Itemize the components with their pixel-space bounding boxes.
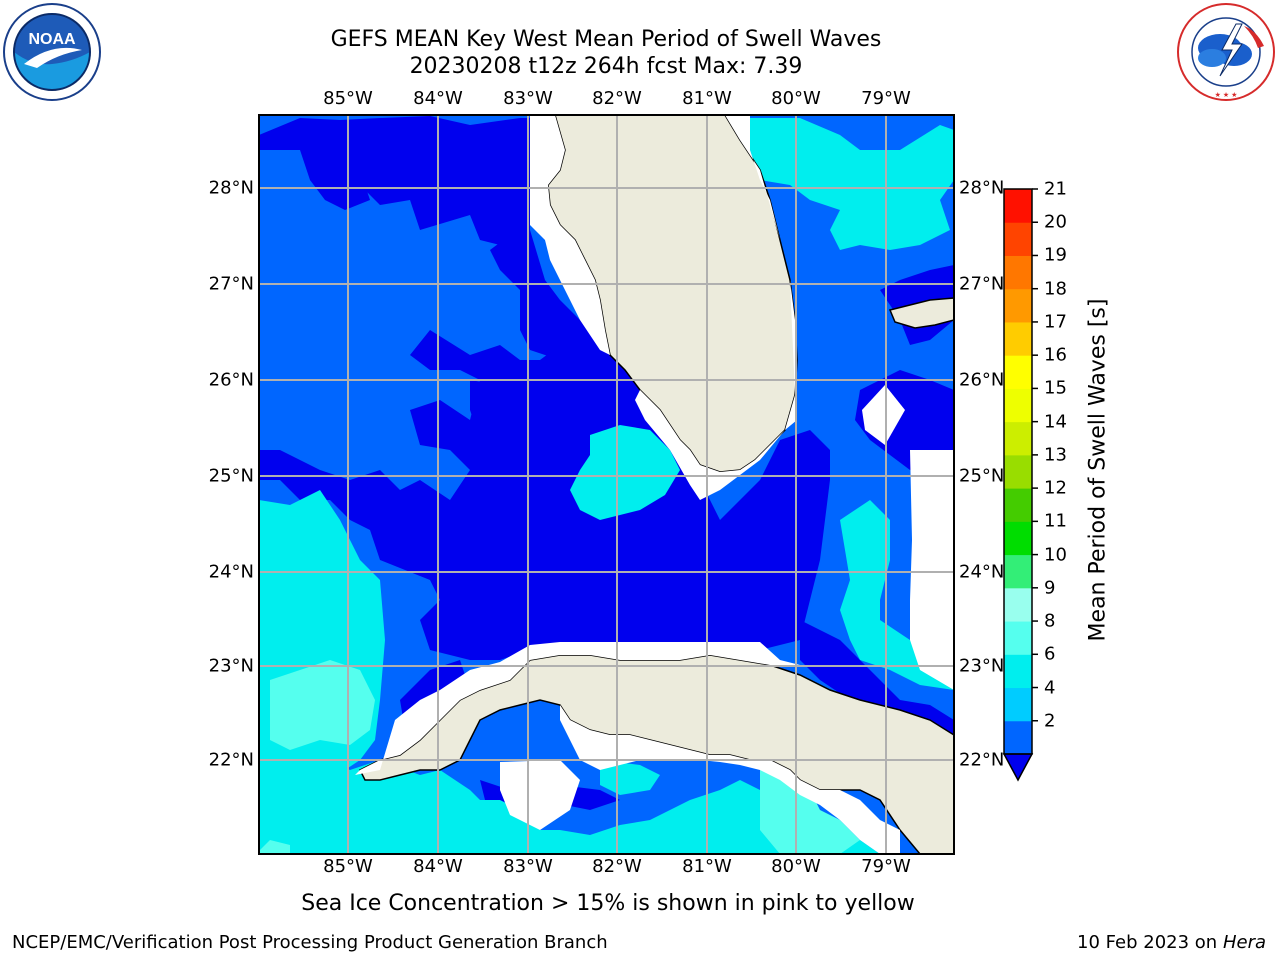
colorbar-tick-label: 15 (1044, 377, 1067, 399)
lon-tick-bottom: 80°W (771, 856, 821, 877)
graticule (259, 115, 954, 854)
lon-tick-top: 79°W (861, 88, 911, 109)
colorbar-swatch (1004, 587, 1032, 622)
colorbar-swatch (1004, 621, 1032, 655)
lon-tick-top: 82°W (592, 88, 642, 109)
footer-host: Hera (1222, 932, 1266, 953)
colorbar (1002, 188, 1038, 782)
colorbar-tick-label: 12 (1044, 477, 1067, 499)
colorbar-tick-label: 9 (1044, 577, 1056, 599)
colorbar-swatch (1004, 421, 1032, 456)
colorbar-tick-label: 2 (1044, 710, 1056, 732)
lat-tick-right: 27°N (959, 273, 1005, 295)
lon-tick-top: 84°W (413, 88, 463, 109)
lon-tick-bottom: 82°W (592, 856, 642, 877)
lat-tick-right: 26°N (959, 369, 1005, 391)
colorbar-swatch (1004, 654, 1032, 689)
lat-tick-left: 27°N (208, 273, 254, 295)
colorbar-frame (1003, 188, 1033, 755)
lat-tick-left: 24°N (208, 561, 254, 583)
colorbar-tick-label: 4 (1044, 677, 1056, 699)
map-frame (258, 114, 955, 855)
colorbar-swatch (1004, 521, 1032, 556)
colorbar-label: Mean Period of Swell Waves [s] (1085, 298, 1111, 642)
colorbar-tick-label: 14 (1044, 411, 1067, 433)
lon-tick-top: 80°W (771, 88, 821, 109)
colorbar-swatch (1004, 222, 1032, 256)
lon-tick-bottom: 85°W (323, 856, 373, 877)
lat-tick-left: 25°N (208, 465, 254, 487)
colorbar-swatch (1004, 720, 1032, 755)
noaa-logo: NOAA (3, 3, 101, 101)
no-data-areas (355, 115, 954, 854)
colorbar-tick-label: 20 (1044, 211, 1067, 233)
lon-tick-bottom: 79°W (861, 856, 911, 877)
map-plot-area (259, 115, 954, 854)
footer-date-text: 10 Feb 2023 on (1077, 932, 1218, 953)
colorbar-swatch (1004, 388, 1032, 423)
colorbar-swatch (1004, 488, 1032, 522)
footer-credit: NCEP/EMC/Verification Post Processing Pr… (12, 932, 608, 953)
sea-ice-note: Sea Ice Concentration > 15% is shown in … (301, 891, 915, 916)
colorbar-swatch (1004, 554, 1032, 589)
lon-tick-top: 85°W (323, 88, 373, 109)
lat-tick-right: 24°N (959, 561, 1005, 583)
grand-bahama (888, 297, 954, 329)
colorbar-tick-label: 18 (1044, 278, 1067, 300)
colorbar-tick-label: 21 (1044, 178, 1067, 200)
colorbar-extend-triangle (1002, 753, 1034, 782)
colorbar-swatch (1004, 321, 1032, 356)
national-weather-service-logo: ★ ★ ★ (1177, 3, 1275, 101)
lat-tick-right: 25°N (959, 465, 1005, 487)
colorbar-swatch (1004, 454, 1032, 489)
map-subtitle: 20230208 t12z 264h fcst Max: 7.39 (409, 54, 803, 79)
colorbar-tick-label: 19 (1044, 244, 1067, 266)
colorbar-tick-label: 11 (1044, 510, 1067, 532)
colorbar-tick-label: 6 (1044, 643, 1056, 665)
lat-tick-right: 22°N (959, 749, 1005, 771)
colorbar-tick-label: 16 (1044, 344, 1067, 366)
lat-tick-left: 22°N (208, 749, 254, 771)
map-title: GEFS MEAN Key West Mean Period of Swell … (330, 27, 882, 52)
colorbar-tick-label: 10 (1044, 544, 1067, 566)
lon-tick-bottom: 83°W (503, 856, 553, 877)
lat-tick-right: 23°N (959, 655, 1005, 677)
colorbar-swatch (1004, 288, 1032, 323)
colorbar-swatch (1004, 687, 1032, 722)
lon-tick-top: 83°W (503, 88, 553, 109)
lat-tick-right: 28°N (959, 177, 1005, 199)
colorbar-swatch (1004, 189, 1032, 223)
lat-tick-left: 23°N (208, 655, 254, 677)
footer-date: 10 Feb 2023 on Hera (1077, 932, 1266, 953)
svg-text:NOAA: NOAA (28, 31, 76, 48)
lat-tick-left: 26°N (208, 369, 254, 391)
lon-tick-bottom: 84°W (413, 856, 463, 877)
colorbar-tick-label: 8 (1044, 610, 1056, 632)
colorbar-tick-label: 13 (1044, 444, 1067, 466)
lon-tick-top: 81°W (682, 88, 732, 109)
colorbar-swatch (1004, 355, 1032, 389)
colorbar-tick-label: 17 (1044, 311, 1067, 333)
lat-tick-left: 28°N (208, 177, 254, 199)
svg-text:★ ★ ★: ★ ★ ★ (1215, 91, 1238, 99)
lon-tick-bottom: 81°W (682, 856, 732, 877)
colorbar-swatch (1004, 255, 1032, 290)
